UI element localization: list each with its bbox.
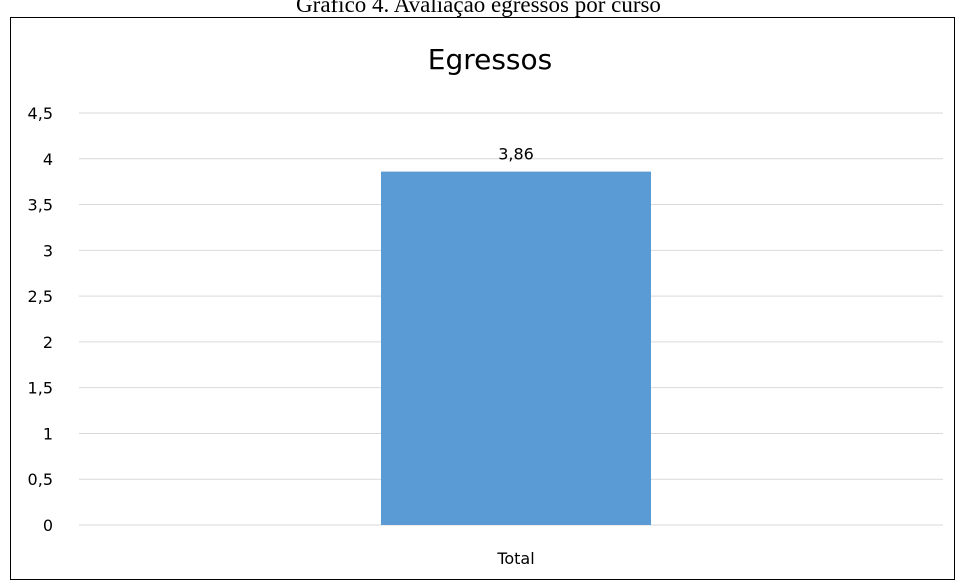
- y-tick-label: 1,5: [28, 379, 53, 398]
- bar: [381, 171, 651, 525]
- y-tick-label: 4,5: [28, 104, 53, 123]
- x-axis-tick-labels: Total: [496, 549, 534, 568]
- y-tick-label: 3,5: [28, 196, 53, 215]
- y-tick-label: 2: [43, 333, 53, 352]
- y-tick-label: 0,5: [28, 470, 53, 489]
- figure-caption: Gráfico 4. Avaliação egressos por curso: [296, 0, 661, 17]
- y-tick-label: 0: [43, 516, 53, 535]
- data-label: 3,86: [498, 145, 534, 164]
- y-tick-label: 4: [43, 150, 53, 169]
- y-tick-label: 3: [43, 241, 53, 260]
- data-labels: 3,86: [498, 145, 534, 164]
- chart-title: Egressos: [428, 43, 552, 76]
- chart-frame: Egressos 0 0,5 1 1,5 2 2,5 3 3,5 4 4,5 3,86 Total: [10, 17, 955, 580]
- x-tick-label: Total: [496, 549, 534, 568]
- y-tick-label: 1: [43, 424, 53, 443]
- y-axis-tick-labels: 0 0,5 1 1,5 2 2,5 3 3,5 4 4,5: [28, 104, 53, 535]
- bars: [381, 171, 651, 525]
- bar-chart: Egressos 0 0,5 1 1,5 2 2,5 3 3,5 4 4,5 3,86 Total: [28, 43, 943, 568]
- y-tick-label: 2,5: [28, 287, 53, 306]
